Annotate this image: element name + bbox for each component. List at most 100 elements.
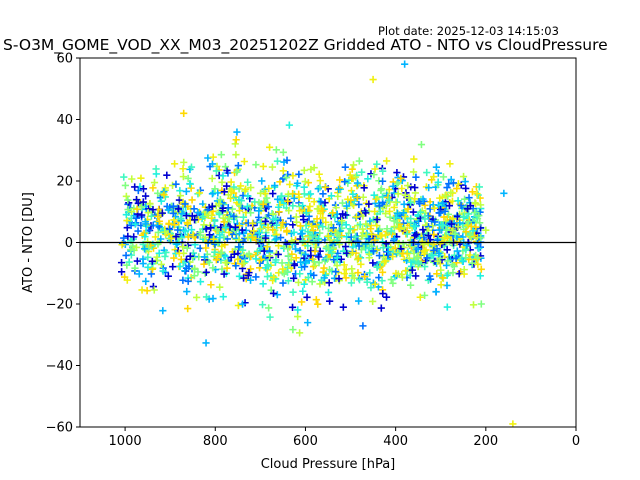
scatter-point xyxy=(258,301,267,309)
scatter-point xyxy=(428,222,437,230)
scatter-point xyxy=(200,221,208,229)
scatter-point xyxy=(416,293,424,301)
scatter-point xyxy=(389,252,397,261)
scatter-point xyxy=(134,199,142,207)
scatter-point xyxy=(463,205,472,213)
scatter-point xyxy=(202,244,210,252)
scatter-point xyxy=(348,248,356,257)
scatter-point xyxy=(246,265,255,273)
scatter-point xyxy=(143,287,151,295)
scatter-point xyxy=(261,217,270,226)
scatter-point xyxy=(476,272,484,280)
scatter-point xyxy=(374,227,382,235)
scatter-point xyxy=(457,201,465,210)
scatter-point xyxy=(449,226,457,235)
scatter-point xyxy=(118,268,126,276)
scatter-point xyxy=(154,189,162,197)
scatter-point xyxy=(339,210,347,218)
scatter-point xyxy=(471,199,479,207)
scatter-point xyxy=(464,218,473,226)
scatter-point xyxy=(141,233,149,241)
scatter-point xyxy=(380,253,388,261)
scatter-point xyxy=(381,231,390,239)
scatter-point xyxy=(370,171,378,179)
scatter-point xyxy=(288,237,296,245)
scatter-point xyxy=(421,291,429,299)
scatter-point xyxy=(154,212,162,221)
scatter-point xyxy=(144,263,152,271)
scatter-point xyxy=(355,297,363,305)
scatter-point xyxy=(404,181,412,190)
scatter-point xyxy=(404,205,412,213)
scatter-point xyxy=(422,246,430,254)
scatter-point xyxy=(424,231,433,240)
scatter-point xyxy=(271,181,279,190)
scatter-point xyxy=(439,173,448,181)
scatter-point xyxy=(308,278,316,286)
scatter-point xyxy=(201,233,209,242)
scatter-point xyxy=(175,205,183,213)
scatter-point xyxy=(174,226,182,234)
scatter-point xyxy=(443,271,451,279)
scatter-point xyxy=(264,203,273,211)
scatter-point xyxy=(210,235,218,243)
scatter-point xyxy=(311,261,319,269)
scatter-point xyxy=(139,255,147,263)
scatter-point xyxy=(378,268,387,276)
scatter-point xyxy=(332,204,340,212)
scatter-point xyxy=(328,210,336,218)
scatter-point xyxy=(184,233,192,241)
scatter-point xyxy=(299,237,307,245)
scatter-point xyxy=(274,203,283,211)
scatter-point xyxy=(413,254,421,262)
scatter-point xyxy=(279,219,287,227)
scatter-point xyxy=(188,196,196,204)
scatter-point xyxy=(355,200,363,209)
scatter-point xyxy=(256,218,265,226)
scatter-point xyxy=(317,198,325,206)
scatter-point xyxy=(378,277,386,285)
scatter-point xyxy=(321,183,329,191)
scatter-point xyxy=(255,213,263,221)
scatter-point xyxy=(319,190,327,198)
scatter-point xyxy=(265,143,274,151)
scatter-point xyxy=(392,198,400,206)
scatter-point xyxy=(319,207,327,215)
scatter-point xyxy=(324,288,333,297)
scatter-point xyxy=(316,177,324,185)
scatter-point xyxy=(300,190,308,198)
scatter-point xyxy=(357,260,365,268)
scatter-point xyxy=(131,183,139,191)
scatter-point xyxy=(137,174,145,182)
scatter-point xyxy=(437,281,445,289)
scatter-point xyxy=(273,157,282,165)
scatter-point xyxy=(184,174,192,183)
scatter-point xyxy=(300,166,308,174)
scatter-point xyxy=(288,303,297,311)
scatter-point xyxy=(216,233,224,242)
scatter-point xyxy=(385,207,394,216)
scatter-point xyxy=(183,244,191,252)
scatter-point xyxy=(151,233,160,241)
scatter-point xyxy=(175,249,183,257)
scatter-point xyxy=(235,222,243,230)
y-tick-label: 20 xyxy=(56,175,73,190)
scatter-point xyxy=(181,200,189,208)
y-axis: −60 −40 −20 0 20 40 60 xyxy=(46,52,80,436)
scatter-point xyxy=(450,262,458,271)
scatter-point xyxy=(371,165,379,173)
scatter-point xyxy=(474,260,482,268)
scatter-point xyxy=(204,154,212,162)
scatter-point xyxy=(369,259,377,267)
scatter-point xyxy=(385,185,393,194)
y-tick-label: −40 xyxy=(46,359,73,374)
scatter-point xyxy=(412,272,420,280)
scatter-point xyxy=(202,293,211,301)
scatter-point xyxy=(154,228,162,236)
scatter-point xyxy=(269,190,277,198)
scatter-point xyxy=(362,231,370,239)
scatter-point xyxy=(359,193,367,201)
scatter-point xyxy=(379,244,387,252)
scatter-point xyxy=(289,288,297,296)
